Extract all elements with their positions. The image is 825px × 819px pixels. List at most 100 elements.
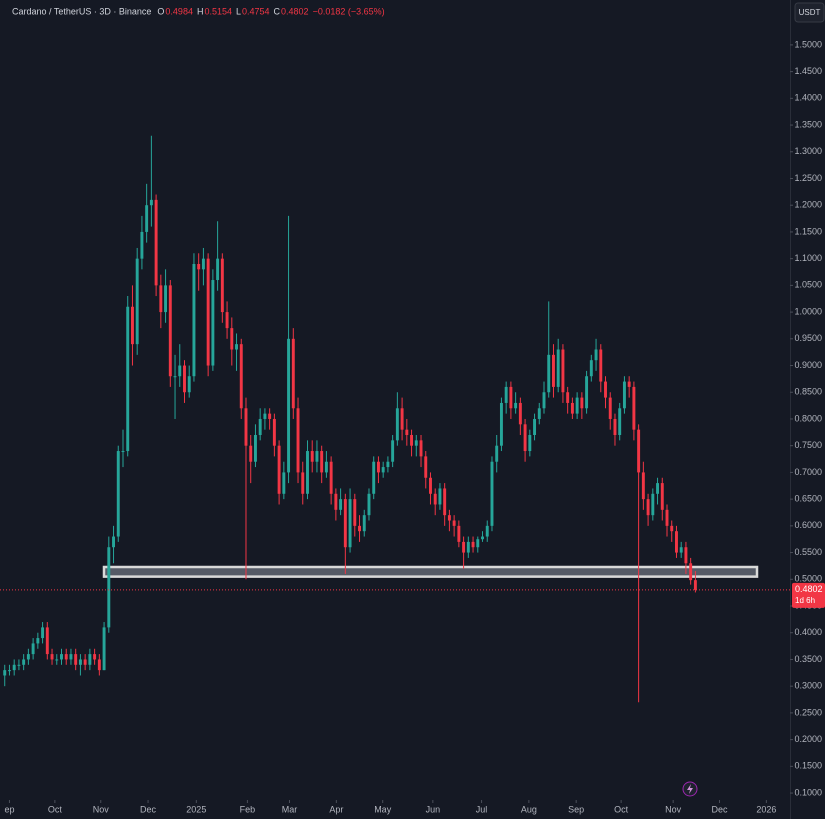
candle-body — [253, 435, 257, 462]
countdown: 1d 6h — [795, 596, 815, 605]
candle-body — [145, 205, 149, 232]
candle-body — [580, 397, 584, 409]
x-tick-label: Apr — [329, 804, 343, 814]
candle-body — [249, 445, 253, 462]
candle-body — [339, 499, 343, 510]
candle-body — [433, 493, 437, 505]
candle-body — [533, 418, 537, 436]
y-tick-label: 0.4000 — [794, 627, 822, 637]
y-tick-label: 0.1000 — [794, 787, 822, 797]
candle-body — [589, 360, 593, 377]
candle-body — [447, 515, 451, 521]
candle-body — [12, 664, 16, 671]
candle-body — [315, 451, 319, 462]
candle-body — [291, 338, 295, 409]
candle-body — [509, 386, 513, 409]
candle-body — [684, 547, 688, 564]
candle-body — [230, 328, 234, 350]
y-tick-label: 0.8500 — [794, 387, 822, 397]
candle-body — [613, 418, 617, 436]
candle-body — [121, 451, 125, 453]
candle-body — [107, 547, 111, 628]
candle-body — [391, 440, 395, 462]
y-tick-label: 1.0500 — [794, 280, 822, 290]
y-tick-label: 1.2500 — [794, 173, 822, 183]
candle-body — [608, 397, 612, 419]
lightning-bolt — [687, 784, 693, 794]
candle-body — [334, 493, 338, 510]
candle-body — [457, 525, 461, 542]
y-tick-label: 0.6500 — [794, 494, 822, 504]
x-tick-label: Jun — [426, 804, 441, 814]
last-price-label: 0.4802 — [795, 584, 823, 594]
candle-body — [542, 392, 546, 409]
candle-body — [55, 659, 59, 661]
candle-body — [689, 563, 693, 581]
candle-body — [31, 643, 35, 655]
y-tick-label: 1.1000 — [794, 253, 822, 263]
candle-body — [178, 365, 182, 377]
x-tick-label: Aug — [521, 804, 537, 814]
y-tick-label: 1.3000 — [794, 146, 822, 156]
candle-body — [665, 509, 669, 526]
candle-body — [26, 654, 30, 660]
candle-body — [320, 451, 324, 473]
y-tick-label: 0.6000 — [794, 520, 822, 530]
candle-body — [60, 654, 63, 660]
candle-body — [126, 306, 130, 452]
candle-body — [272, 418, 276, 446]
candle-body — [481, 536, 484, 540]
candle-body — [268, 413, 272, 419]
candle-body — [438, 488, 442, 505]
candle-body — [476, 539, 480, 548]
candle-body — [675, 531, 678, 553]
candle-body — [405, 429, 409, 436]
candle-body — [570, 402, 574, 414]
candle-body — [537, 408, 541, 419]
currency-button[interactable] — [794, 2, 825, 23]
ohlc-key: C — [274, 6, 281, 16]
candle-body — [282, 472, 286, 494]
candle-body — [547, 354, 551, 393]
candle-body — [159, 285, 163, 313]
y-tick-label: 0.7000 — [794, 467, 822, 477]
candle-body — [504, 386, 508, 403]
x-tick-label: May — [374, 804, 392, 814]
candle-body — [552, 354, 555, 387]
candle-body — [651, 493, 655, 516]
candle-body — [679, 547, 683, 553]
y-tick-label: 1.4500 — [794, 66, 822, 76]
candle-body — [622, 381, 626, 409]
x-tick-label: Feb — [240, 804, 256, 814]
candle-body — [395, 408, 399, 441]
candle-body — [343, 499, 347, 548]
candle-body — [466, 541, 470, 553]
last-price-box — [792, 582, 825, 608]
candle-body — [64, 654, 68, 660]
candle-body — [154, 199, 158, 286]
candle-body — [499, 402, 503, 446]
candle-body — [83, 659, 87, 665]
candle-body — [575, 397, 579, 414]
candle-body — [410, 435, 414, 446]
candle-body — [183, 365, 186, 393]
candle-body — [358, 525, 361, 532]
currency-label[interactable]: USDT — [799, 8, 821, 17]
y-tick-label: 0.2000 — [794, 734, 822, 744]
candle-body — [287, 338, 291, 473]
candle-body — [296, 408, 300, 473]
y-tick-label: 0.3500 — [794, 654, 822, 664]
candle-body — [471, 541, 475, 548]
candle-body — [50, 654, 54, 660]
y-tick-label: 1.0000 — [794, 306, 822, 316]
x-tick-label: Oct — [48, 804, 63, 814]
y-tick-label: 0.5000 — [794, 574, 822, 584]
x-tick-label: 2026 — [756, 804, 776, 814]
candle-body — [528, 435, 532, 452]
candle-body — [220, 258, 224, 313]
candle-body — [490, 461, 494, 526]
y-tick-label: 0.7500 — [794, 440, 822, 450]
y-tick-label: 0.9500 — [794, 333, 822, 343]
candle-body — [235, 344, 238, 350]
